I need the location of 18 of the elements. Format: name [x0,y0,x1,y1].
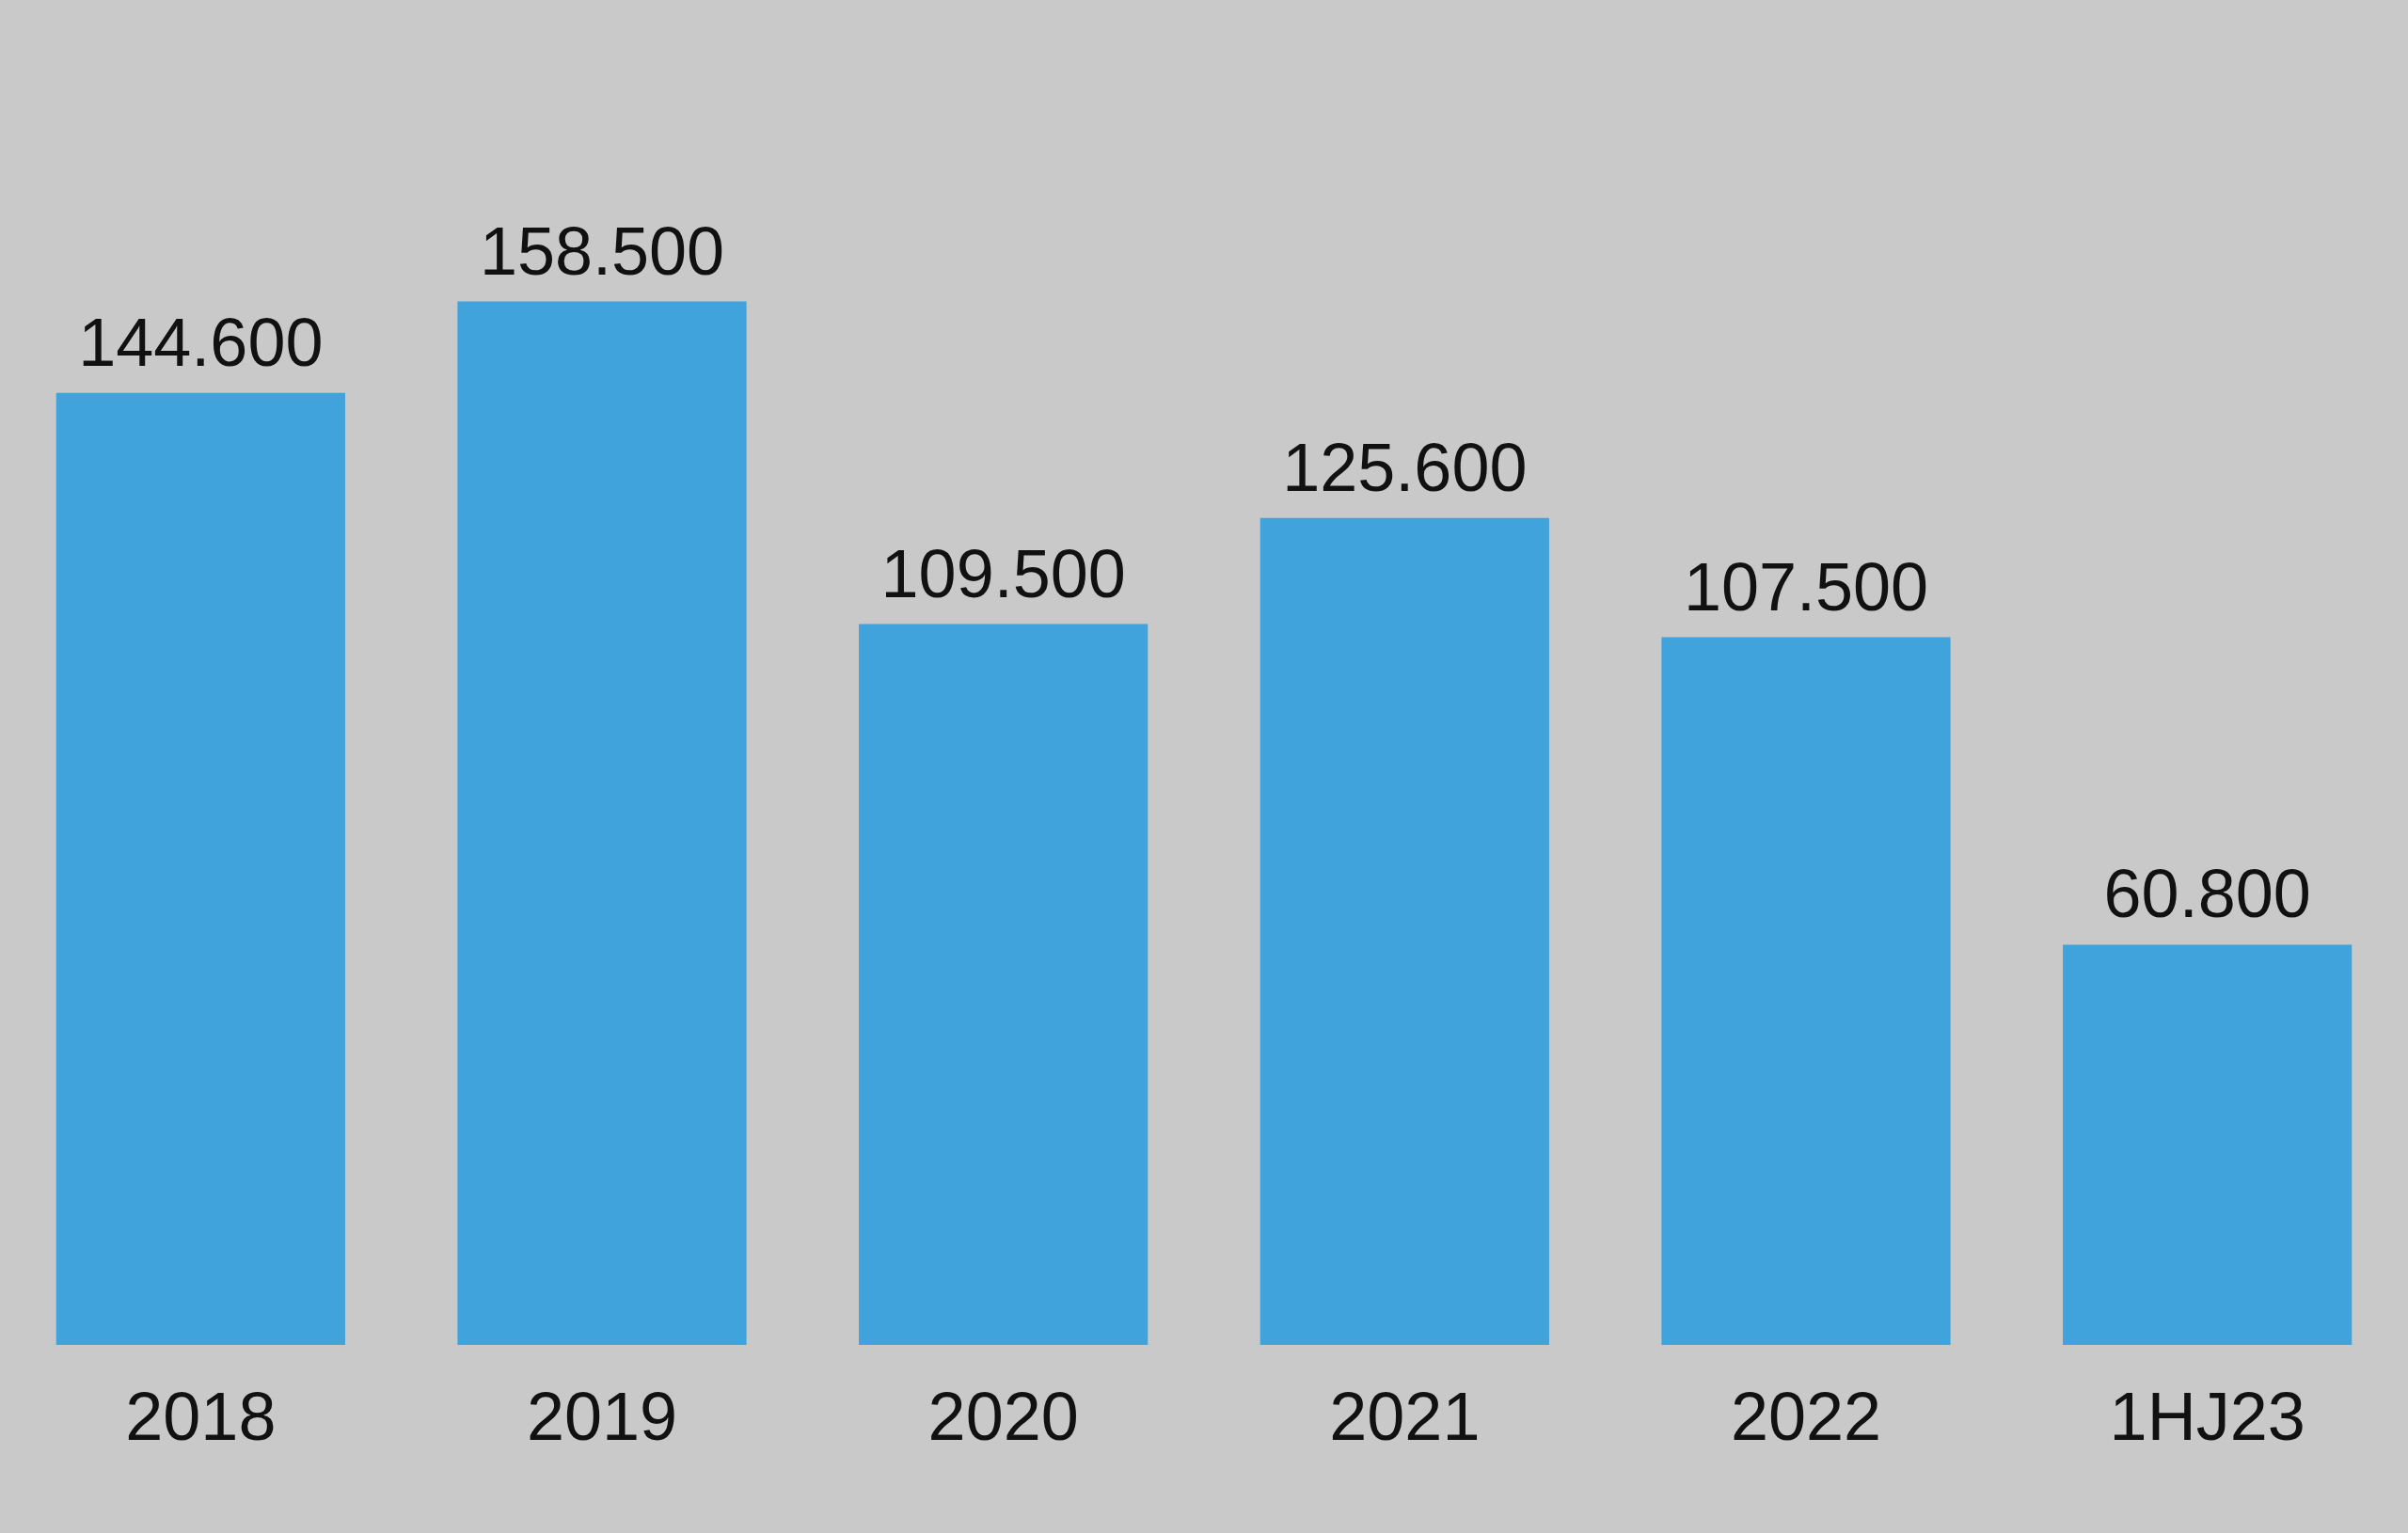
data-label: 158.500 [479,213,725,289]
bar [1259,517,1549,1345]
bar [55,392,345,1345]
data-label: 109.500 [880,535,1126,611]
x-tick-label: 2020 [927,1379,1079,1454]
data-label: 144.600 [78,304,324,380]
bar [1661,637,1951,1345]
bar [2063,944,2353,1345]
x-tick-label: 1HJ23 [2109,1379,2305,1454]
data-label: 107.500 [1683,548,1929,624]
bar [859,624,1149,1345]
data-label: 125.600 [1282,429,1528,505]
data-label: 60.800 [2103,856,2311,932]
x-tick-label: 2019 [526,1379,678,1454]
bar [457,301,747,1345]
x-tick-label: 2018 [125,1379,277,1454]
x-tick-label: 2021 [1329,1379,1481,1454]
x-tick-label: 2022 [1730,1379,1882,1454]
